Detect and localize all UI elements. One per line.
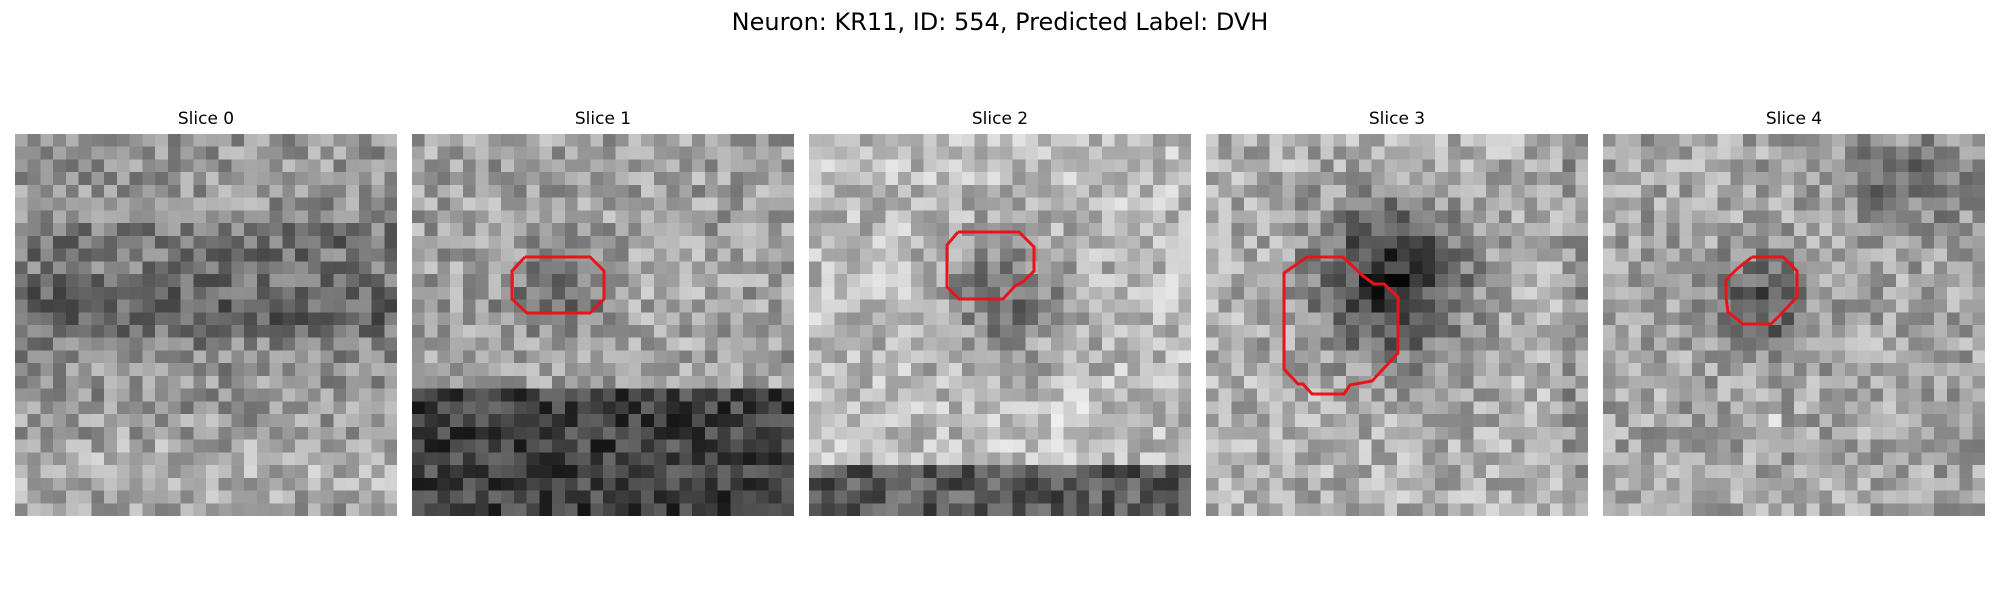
- slice-title-1: Slice 1: [574, 109, 632, 129]
- slice-title-2: Slice 2: [971, 109, 1029, 129]
- slice-panel-3: Slice 3: [1206, 108, 1588, 516]
- slice-image-4: [1603, 134, 1985, 516]
- roi-contour-3: [1282, 255, 1400, 396]
- slice-image-2: [809, 134, 1191, 516]
- slice-title-4: Slice 4: [1765, 109, 1823, 129]
- slice-overlay-2: [945, 230, 1036, 301]
- slice-panel-1: Slice 1: [412, 108, 794, 516]
- slice-panel-0: Slice 0: [15, 108, 397, 516]
- roi-contour-4: [1724, 255, 1799, 326]
- slice-overlay-1: [510, 255, 606, 315]
- roi-contour-2: [945, 230, 1036, 301]
- slice-image-1: [412, 134, 794, 516]
- slice-overlay-3: [1282, 255, 1400, 396]
- slice-panel-2: Slice 2: [809, 108, 1191, 516]
- slice-overlay-4: [1724, 255, 1799, 326]
- slice-title-3: Slice 3: [1368, 109, 1426, 129]
- slice-panel-4: Slice 4: [1603, 108, 1985, 516]
- slice-image-0: [15, 134, 397, 516]
- roi-contour-1: [510, 255, 606, 315]
- figure-title: Neuron: KR11, ID: 554, Predicted Label: …: [731, 8, 1269, 36]
- slice-title-0: Slice 0: [177, 109, 235, 129]
